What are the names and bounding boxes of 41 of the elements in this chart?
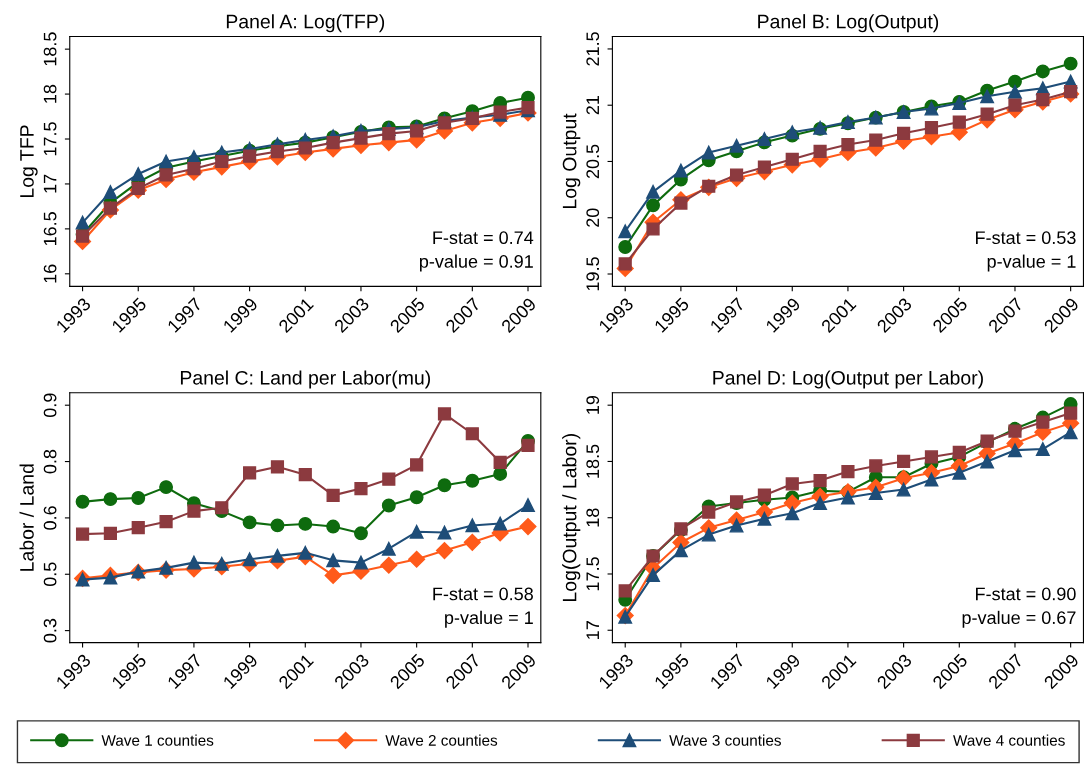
annotation: p-value = 1 [987, 254, 1076, 272]
y-tick-label: 0.5 [43, 562, 57, 587]
annotation: p-value = 0.91 [419, 254, 533, 272]
chart-title: Panel A: Log(TFP) [226, 14, 385, 33]
y-tick-label: 18 [43, 84, 57, 103]
chart-title: Panel D: Log(Output per Labor) [713, 370, 983, 389]
chart-title: Panel B: Log(Output) [758, 14, 939, 33]
annotation: p-value = 1 [445, 610, 533, 628]
y-tick-label: 19 [586, 396, 600, 414]
legend-label: Wave 4 counties [953, 734, 1065, 746]
legend-label: Wave 2 counties [385, 734, 498, 746]
y-tick-label: 18.5 [43, 32, 57, 66]
y-tick-label: 17.5 [586, 557, 600, 591]
y-tick-label: 0.8 [43, 449, 57, 474]
y-tick-label: 18 [586, 508, 600, 527]
y-axis-title: Log(Output / Labor) [562, 434, 581, 601]
y-tick-label: 21.5 [586, 32, 600, 66]
y-tick-label: 17.5 [43, 122, 57, 156]
y-tick-label: 0.6 [43, 506, 57, 530]
y-axis-title: Log TFP [20, 125, 38, 197]
annotation: p-value = 0.67 [962, 610, 1076, 628]
y-tick-label: 0.3 [43, 618, 57, 643]
y-tick-label: 0.9 [43, 393, 57, 418]
y-tick-label: 20.5 [586, 144, 600, 179]
y-tick-label: 17 [586, 621, 599, 639]
annotation: F-stat = 0.74 [433, 231, 534, 245]
legend-label: Wave 1 counties [101, 734, 214, 746]
y-tick-label: 20 [586, 208, 600, 227]
y-axis-title: Log Output [562, 113, 581, 208]
annotation: F-stat = 0.58 [433, 587, 533, 601]
chart-title: Panel C: Land per Labor(mu) [180, 370, 431, 389]
annotation: F-stat = 0.53 [976, 231, 1076, 245]
y-tick-label: 18.5 [586, 444, 600, 478]
y-tick-label: 16 [43, 264, 57, 283]
y-tick-label: 16.5 [43, 212, 57, 246]
y-tick-label: 19.5 [586, 257, 600, 291]
y-tick-label: 21 [586, 96, 599, 115]
y-axis-title: Labor / Land [19, 464, 34, 571]
y-tick-label: 17 [43, 174, 57, 193]
annotation: F-stat = 0.90 [976, 587, 1076, 601]
legend-label: Wave 3 counties [669, 734, 781, 746]
